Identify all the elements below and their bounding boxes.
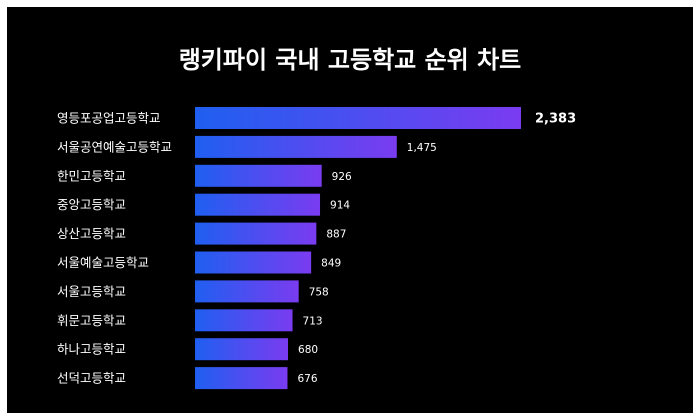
bar: [195, 309, 293, 332]
bar: [195, 164, 322, 187]
category-label: 서울고등학교: [57, 284, 126, 299]
bar: [195, 338, 289, 361]
bar: [195, 107, 521, 129]
bar: [195, 251, 312, 274]
category-label: 서울공연예술고등학교: [57, 139, 172, 154]
bar: [195, 193, 321, 216]
value-label: 1,475: [407, 142, 437, 154]
chart-title: 랭키파이 국내 고등학교 순위 차트: [178, 46, 522, 74]
value-label: 2,383: [535, 112, 576, 127]
category-label: 선덕고등학교: [57, 371, 126, 386]
bar: [195, 135, 397, 158]
value-label: 926: [332, 171, 352, 183]
category-label: 휘문고등학교: [57, 313, 126, 328]
category-label: 영등포공업고등학교: [57, 111, 161, 126]
bar: [195, 280, 299, 303]
category-label: 한민고등학교: [57, 168, 126, 183]
category-label: 하나고등학교: [57, 342, 126, 357]
value-label: 758: [309, 286, 329, 298]
category-label: 중앙고등학교: [57, 197, 126, 212]
value-label: 680: [298, 344, 318, 356]
value-label: 887: [326, 229, 346, 241]
value-label: 713: [303, 315, 323, 327]
chart-background: [7, 7, 693, 413]
category-label: 상산고등학교: [57, 226, 126, 241]
value-label: 676: [297, 373, 317, 385]
category-label: 서울예술고등학교: [57, 255, 149, 270]
value-label: 914: [330, 200, 350, 212]
bar: [195, 367, 288, 390]
bar: [195, 222, 317, 245]
value-label: 849: [321, 258, 341, 270]
